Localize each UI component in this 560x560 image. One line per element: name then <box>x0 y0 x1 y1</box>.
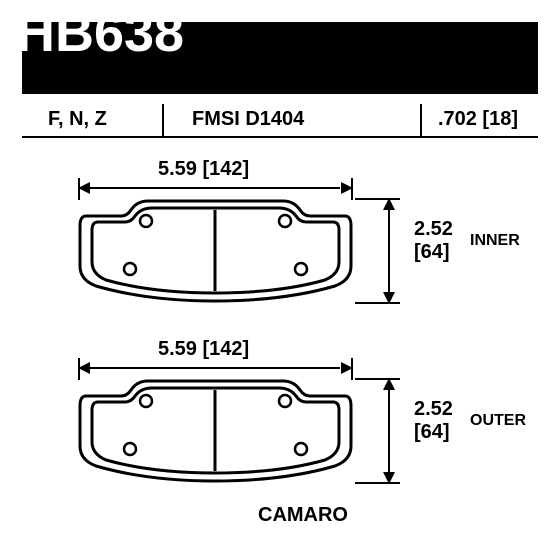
dim-top-height: 2.52[64] <box>414 218 453 264</box>
extension-tick <box>355 302 400 304</box>
pad-outer <box>78 378 353 484</box>
meta-separator <box>162 104 164 136</box>
part-number-title: HB638 <box>16 2 184 64</box>
meta-thickness: .702 [18] <box>438 108 518 131</box>
meta-fmsi: FMSI D1404 <box>192 108 304 131</box>
arrow-line <box>388 390 390 472</box>
pad-inner <box>78 198 353 304</box>
extension-tick <box>355 378 400 380</box>
dim-bottom-height: 2.52[64] <box>414 398 453 444</box>
extension-tick <box>351 178 353 200</box>
dim-bottom-width: 5.59 [142] <box>158 338 249 361</box>
extension-tick <box>351 358 353 380</box>
extension-tick <box>78 358 80 380</box>
meta-compounds: F, N, Z <box>48 108 107 131</box>
meta-separator <box>420 104 422 136</box>
label-outer: OUTER <box>470 412 526 430</box>
dim-top-width: 5.59 [142] <box>158 158 249 181</box>
vehicle-label: CAMARO <box>258 504 348 527</box>
dim-text: 2.52[64] <box>414 398 453 443</box>
extension-tick <box>355 482 400 484</box>
arrow-line <box>388 210 390 292</box>
extension-tick <box>78 178 80 200</box>
extension-tick <box>355 198 400 200</box>
arrow-line <box>90 187 340 189</box>
arrow-line <box>90 367 340 369</box>
dim-text: 2.52[64] <box>414 218 453 263</box>
label-inner: INNER <box>470 232 520 250</box>
meta-divider <box>22 136 538 138</box>
